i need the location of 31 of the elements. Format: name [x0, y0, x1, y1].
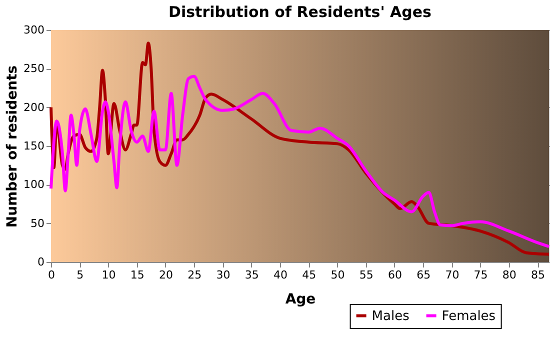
- x-tick-label: 60: [388, 268, 402, 282]
- x-tick-label: 30: [216, 268, 230, 282]
- x-tick-label: 80: [502, 268, 516, 282]
- x-tick-label: 65: [416, 268, 431, 282]
- x-tick-label: 75: [474, 268, 488, 282]
- y-tick-label: 300: [24, 24, 44, 36]
- y-tick-label: 0: [38, 256, 44, 268]
- legend-label: Males: [372, 308, 410, 324]
- y-tick-label: 50: [30, 216, 44, 230]
- y-axis-title: Number of residents: [4, 65, 21, 228]
- y-tick-label: 250: [24, 62, 44, 76]
- y-tick-label: 200: [24, 100, 44, 114]
- y-tick-label: 150: [24, 140, 44, 152]
- x-tick-label: 0: [48, 268, 55, 282]
- x-tick-label: 10: [102, 268, 116, 282]
- x-tick-label: 35: [244, 268, 259, 282]
- x-tick-label: 70: [445, 268, 460, 282]
- x-tick-label: 85: [531, 268, 546, 282]
- x-tick-label: 5: [76, 268, 84, 282]
- x-tick-label: 45: [302, 268, 316, 282]
- x-axis-title: Age: [285, 292, 316, 308]
- x-tick-label: 25: [188, 268, 202, 282]
- line-series: [50, 74, 550, 248]
- chart-title: Distribution of Residents' Ages: [168, 3, 432, 21]
- x-tick-label: 15: [130, 268, 144, 282]
- legend-label: Females: [442, 308, 496, 324]
- x-tick-label: 20: [158, 268, 173, 282]
- x-tick-label: 40: [273, 268, 288, 282]
- x-tick-label: 55: [359, 268, 374, 282]
- x-tick-label: 50: [330, 268, 345, 282]
- y-tick-label: 100: [24, 178, 44, 192]
